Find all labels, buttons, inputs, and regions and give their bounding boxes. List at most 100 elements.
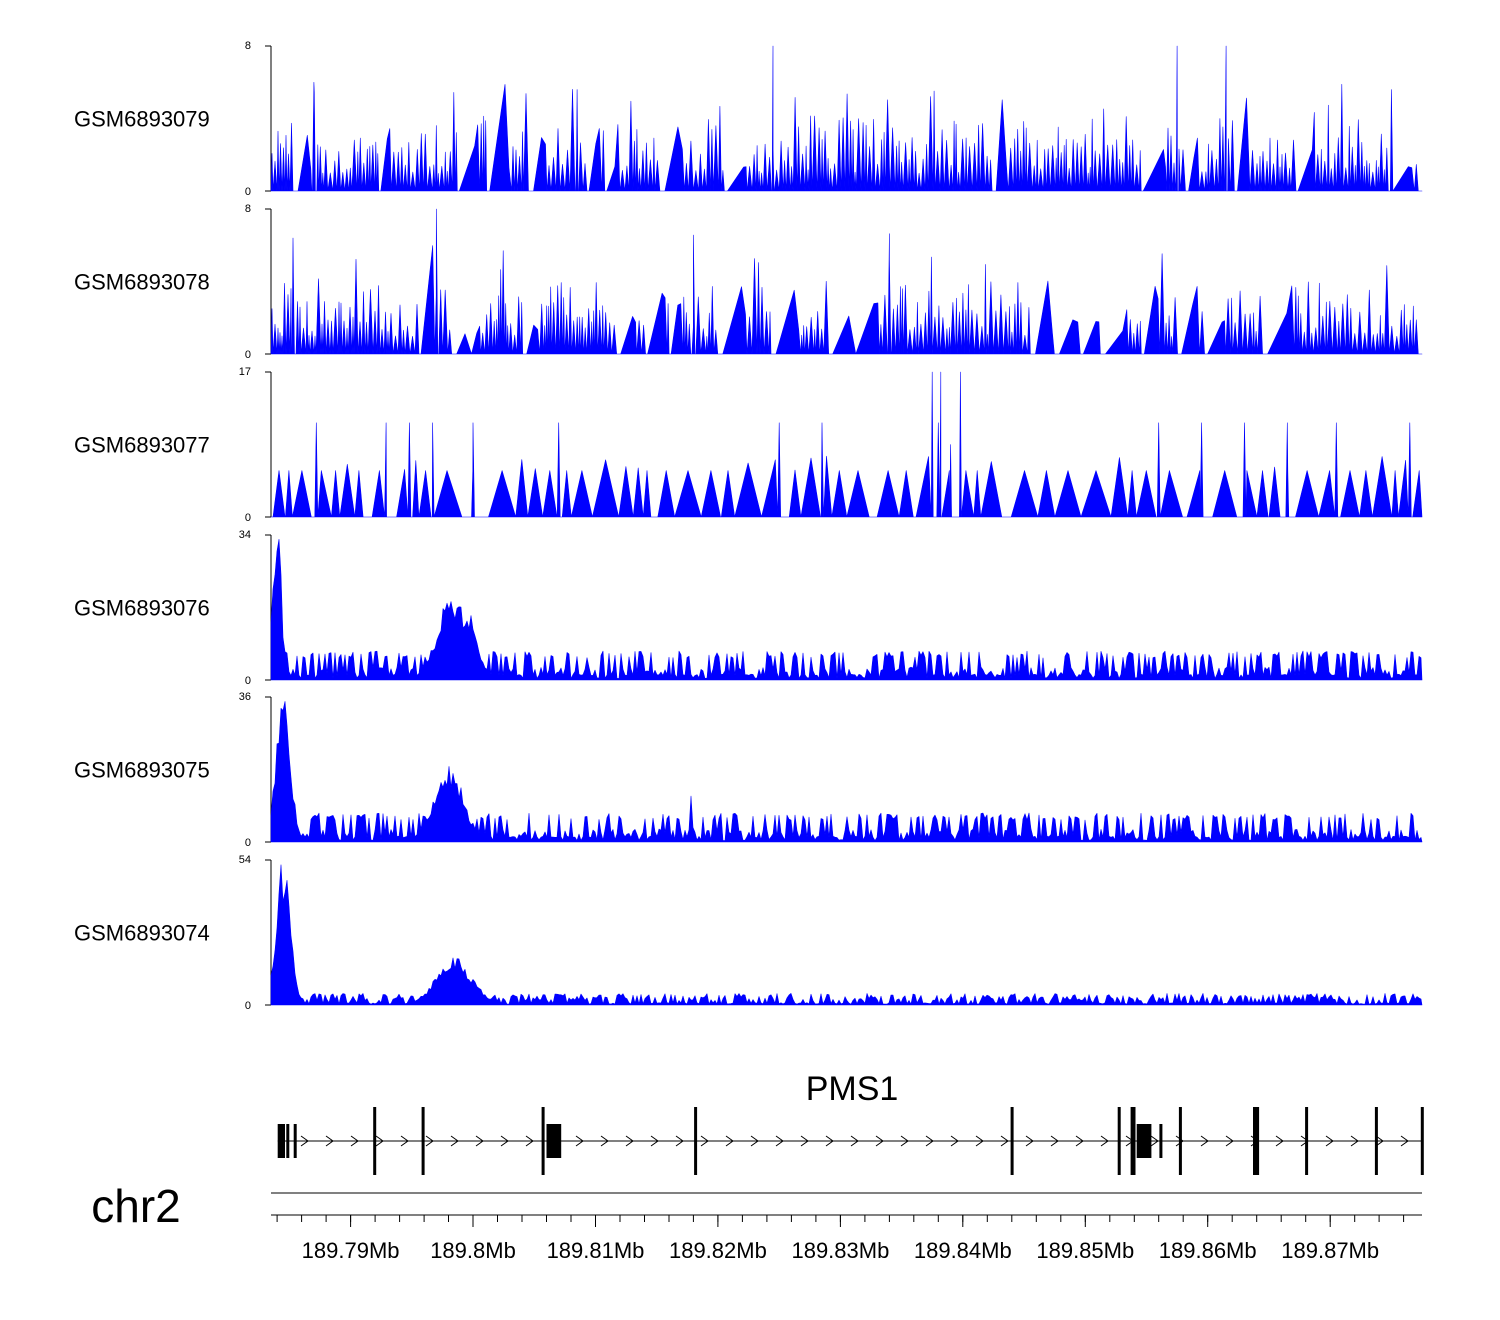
track-label: GSM6893079 — [74, 107, 210, 132]
signal-area-GSM6893079 — [270, 45, 1423, 192]
strand-arrow — [875, 1135, 884, 1147]
exon — [1136, 1124, 1152, 1158]
strand-arrow — [1025, 1135, 1034, 1147]
exon — [1178, 1107, 1182, 1175]
signal-area-GSM6893074 — [270, 864, 1423, 1006]
y-axis-max-label: 8 — [245, 203, 251, 215]
exon — [1010, 1107, 1014, 1175]
strand-arrow — [1275, 1135, 1284, 1147]
strand-arrow — [300, 1135, 309, 1147]
gene-model-pms1 — [277, 1107, 1424, 1175]
y-axis-max-label: 8 — [245, 40, 251, 52]
track-label: GSM6893078 — [74, 270, 210, 295]
track-GSM6893077: GSM6893077 17 0 — [74, 366, 1423, 524]
strand-arrow — [1400, 1135, 1409, 1147]
exon — [1117, 1107, 1121, 1175]
gene-track: PMS1 — [277, 1070, 1424, 1175]
chromosome-label: chr2 — [91, 1180, 180, 1232]
strand-arrow — [400, 1135, 409, 1147]
track-GSM6893078: GSM6893078 8 0 — [74, 203, 1423, 361]
track-GSM6893074: GSM6893074 54 0 — [74, 854, 1423, 1012]
strand-arrow — [425, 1135, 434, 1147]
strand-arrow — [600, 1135, 609, 1147]
y-axis-min-label: 0 — [245, 349, 251, 361]
strand-arrow — [925, 1135, 934, 1147]
strand-arrow — [525, 1135, 534, 1147]
strand-arrow — [625, 1135, 634, 1147]
exon — [293, 1124, 297, 1158]
axis-tick-label: 189.79Mb — [302, 1238, 400, 1263]
exon — [1159, 1124, 1163, 1158]
strand-arrow — [700, 1135, 709, 1147]
signal-area-GSM6893076 — [270, 539, 1423, 681]
genome-axis: chr2 189.79Mb 189.8Mb 189.81Mb 189.82Mb 189.… — [91, 1180, 1422, 1263]
exon — [546, 1124, 562, 1158]
track-label: GSM6893074 — [74, 921, 210, 946]
axis-tick-label: 189.81Mb — [547, 1238, 645, 1263]
strand-arrow — [775, 1135, 784, 1147]
strand-arrow — [725, 1135, 734, 1147]
exon — [1305, 1107, 1309, 1175]
strand-arrow — [375, 1135, 384, 1147]
exon — [1130, 1107, 1136, 1175]
strand-arrow — [1350, 1135, 1359, 1147]
strand-arrow — [1000, 1135, 1009, 1147]
y-axis-min-label: 0 — [245, 1000, 251, 1012]
track-label: GSM6893075 — [74, 758, 210, 783]
axis-tick-label: 189.83Mb — [791, 1238, 889, 1263]
strand-arrow — [475, 1135, 484, 1147]
exon — [1420, 1107, 1424, 1175]
axis-tick-label: 189.86Mb — [1159, 1238, 1257, 1263]
strand-arrow — [1050, 1135, 1059, 1147]
y-axis-max-label: 34 — [239, 529, 251, 541]
y-axis-max-label: 17 — [239, 366, 251, 378]
strand-arrow — [900, 1135, 909, 1147]
signal-area-GSM6893077 — [270, 371, 1423, 518]
strand-arrow — [975, 1135, 984, 1147]
strand-arrow — [1075, 1135, 1084, 1147]
strand-arrow — [825, 1135, 834, 1147]
axis-tick-label: 189.87Mb — [1281, 1238, 1379, 1263]
track-label: GSM6893077 — [74, 433, 210, 458]
signal-tracks: GSM689307980GSM689307880GSM6893077170GSM… — [74, 40, 1423, 1012]
exon — [421, 1107, 425, 1175]
y-axis-min-label: 0 — [245, 186, 251, 198]
exon — [286, 1124, 290, 1158]
strand-arrow — [850, 1135, 859, 1147]
exon — [373, 1107, 377, 1175]
strand-arrow — [450, 1135, 459, 1147]
y-axis-max-label: 36 — [239, 691, 251, 703]
strand-arrow — [500, 1135, 509, 1147]
y-axis-min-label: 0 — [245, 512, 251, 524]
strand-arrow — [575, 1135, 584, 1147]
strand-arrow — [800, 1135, 809, 1147]
strand-arrow — [1100, 1135, 1109, 1147]
strand-arrow — [1150, 1135, 1159, 1147]
signal-area-GSM6893075 — [270, 701, 1423, 843]
strand-arrow — [750, 1135, 759, 1147]
axis-tick-label: 189.82Mb — [669, 1238, 767, 1263]
exon — [541, 1107, 545, 1175]
strand-arrow — [1375, 1135, 1384, 1147]
strand-arrow — [325, 1135, 334, 1147]
strand-arrow — [1175, 1135, 1184, 1147]
strand-arrow — [1225, 1135, 1234, 1147]
track-GSM6893076: GSM6893076 34 0 — [74, 529, 1423, 687]
exon — [694, 1107, 698, 1175]
track-GSM6893079: GSM6893079 8 0 — [74, 40, 1423, 198]
y-axis-min-label: 0 — [245, 837, 251, 849]
track-label: GSM6893076 — [74, 596, 210, 621]
exon — [1374, 1107, 1378, 1175]
signal-area-GSM6893078 — [270, 208, 1423, 355]
strand-arrow — [950, 1135, 959, 1147]
strand-arrow — [1325, 1135, 1334, 1147]
axis-tick-label: 189.8Mb — [430, 1238, 516, 1263]
y-axis-max-label: 54 — [239, 854, 251, 866]
exon — [277, 1124, 285, 1158]
strand-arrow — [675, 1135, 684, 1147]
genome-axis-ticks: 189.79Mb 189.8Mb 189.81Mb 189.82Mb 189.83Mb 1… — [271, 1192, 1422, 1263]
gene-name-label: PMS1 — [806, 1070, 899, 1108]
axis-tick-label: 189.84Mb — [914, 1238, 1012, 1263]
strand-arrow — [350, 1135, 359, 1147]
